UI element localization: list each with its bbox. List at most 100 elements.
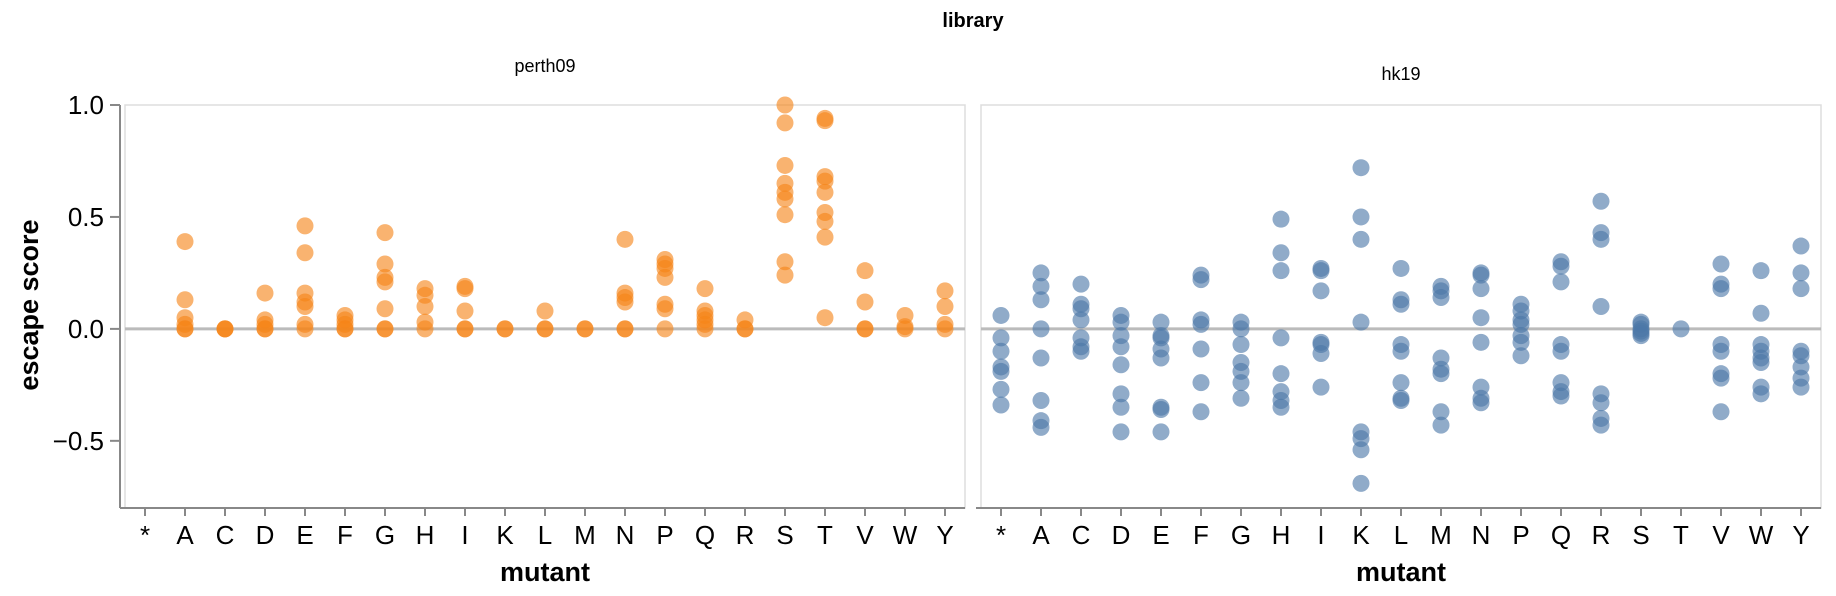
data-point bbox=[1712, 255, 1730, 273]
data-point bbox=[1352, 474, 1370, 492]
data-point bbox=[776, 156, 794, 174]
x-tick-label: V bbox=[1712, 520, 1730, 550]
data-point bbox=[936, 282, 954, 300]
data-point bbox=[1112, 338, 1130, 356]
data-point bbox=[1192, 315, 1210, 333]
data-point bbox=[1272, 329, 1290, 347]
data-point bbox=[1272, 262, 1290, 280]
data-point bbox=[992, 396, 1010, 414]
x-tick-label: M bbox=[1430, 520, 1452, 550]
data-point bbox=[1472, 333, 1490, 351]
x-tick-label: G bbox=[375, 520, 395, 550]
data-point bbox=[776, 253, 794, 271]
data-point bbox=[1752, 385, 1770, 403]
data-point bbox=[296, 217, 314, 235]
data-point bbox=[1712, 369, 1730, 387]
panel-title: hk19 bbox=[1381, 64, 1420, 84]
data-point bbox=[1752, 353, 1770, 371]
data-point bbox=[936, 320, 954, 338]
data-point bbox=[456, 302, 474, 320]
x-tick-label: R bbox=[1592, 520, 1611, 550]
x-tick-label: L bbox=[1394, 520, 1408, 550]
data-point bbox=[992, 329, 1010, 347]
data-point bbox=[376, 320, 394, 338]
data-point bbox=[1712, 280, 1730, 298]
x-axis-title: mutant bbox=[500, 557, 590, 587]
data-point bbox=[1112, 398, 1130, 416]
y-tick-label: 0.5 bbox=[68, 202, 104, 232]
data-point bbox=[1032, 320, 1050, 338]
x-tick-label: W bbox=[1749, 520, 1774, 550]
data-point bbox=[1192, 340, 1210, 358]
data-point bbox=[1352, 208, 1370, 226]
data-point bbox=[696, 280, 714, 298]
data-point bbox=[1392, 295, 1410, 313]
data-point bbox=[816, 183, 834, 201]
x-tick-label: N bbox=[1472, 520, 1491, 550]
data-point bbox=[776, 96, 794, 114]
data-point bbox=[1312, 378, 1330, 396]
data-point bbox=[1152, 400, 1170, 418]
data-point bbox=[576, 320, 594, 338]
data-point bbox=[176, 233, 194, 251]
data-point bbox=[736, 320, 754, 338]
data-point bbox=[896, 320, 914, 338]
x-tick-label: L bbox=[538, 520, 552, 550]
data-point bbox=[1432, 416, 1450, 434]
data-point bbox=[936, 298, 954, 315]
data-point bbox=[856, 320, 874, 338]
x-tick-label: P bbox=[656, 520, 673, 550]
data-point bbox=[992, 362, 1010, 380]
data-point bbox=[1552, 342, 1570, 360]
data-point bbox=[256, 320, 274, 338]
data-point bbox=[1112, 313, 1130, 331]
data-point bbox=[1392, 259, 1410, 277]
panel-title: perth09 bbox=[514, 56, 575, 76]
x-tick-label: * bbox=[140, 520, 150, 550]
data-point bbox=[1072, 311, 1090, 329]
data-point bbox=[1472, 280, 1490, 298]
x-tick-label: N bbox=[616, 520, 635, 550]
data-point bbox=[176, 291, 194, 309]
data-point bbox=[1352, 230, 1370, 248]
y-tick-label: 1.0 bbox=[68, 90, 104, 120]
data-point bbox=[376, 273, 394, 291]
data-point bbox=[1232, 320, 1250, 338]
data-point bbox=[1672, 320, 1690, 338]
data-point bbox=[992, 306, 1010, 324]
data-point bbox=[1592, 230, 1610, 248]
data-point bbox=[296, 244, 314, 262]
data-point bbox=[1472, 266, 1490, 284]
data-point bbox=[376, 300, 394, 318]
data-point bbox=[296, 298, 314, 315]
data-point bbox=[1792, 237, 1810, 255]
data-point bbox=[496, 320, 514, 338]
data-point bbox=[1472, 309, 1490, 327]
data-point bbox=[696, 320, 714, 338]
x-tick-label: Y bbox=[936, 520, 953, 550]
x-tick-label: E bbox=[296, 520, 313, 550]
x-tick-label: Y bbox=[1792, 520, 1809, 550]
data-point bbox=[1632, 327, 1650, 345]
data-point bbox=[416, 320, 434, 338]
data-point bbox=[1312, 345, 1330, 363]
data-point bbox=[1032, 349, 1050, 367]
data-point bbox=[1032, 277, 1050, 295]
x-tick-label: F bbox=[337, 520, 353, 550]
x-tick-label: C bbox=[216, 520, 235, 550]
data-point bbox=[1192, 403, 1210, 421]
data-point bbox=[816, 212, 834, 230]
data-point bbox=[376, 255, 394, 273]
data-point bbox=[1792, 264, 1810, 282]
data-point bbox=[856, 293, 874, 311]
x-tick-label: T bbox=[1673, 520, 1689, 550]
data-point bbox=[1752, 304, 1770, 322]
x-tick-label: T bbox=[817, 520, 833, 550]
data-point bbox=[1592, 298, 1610, 315]
y-axis-title: escape score bbox=[14, 219, 44, 390]
data-point bbox=[1392, 342, 1410, 360]
data-point bbox=[376, 224, 394, 242]
x-tick-label: K bbox=[496, 520, 514, 550]
data-point bbox=[1192, 374, 1210, 392]
